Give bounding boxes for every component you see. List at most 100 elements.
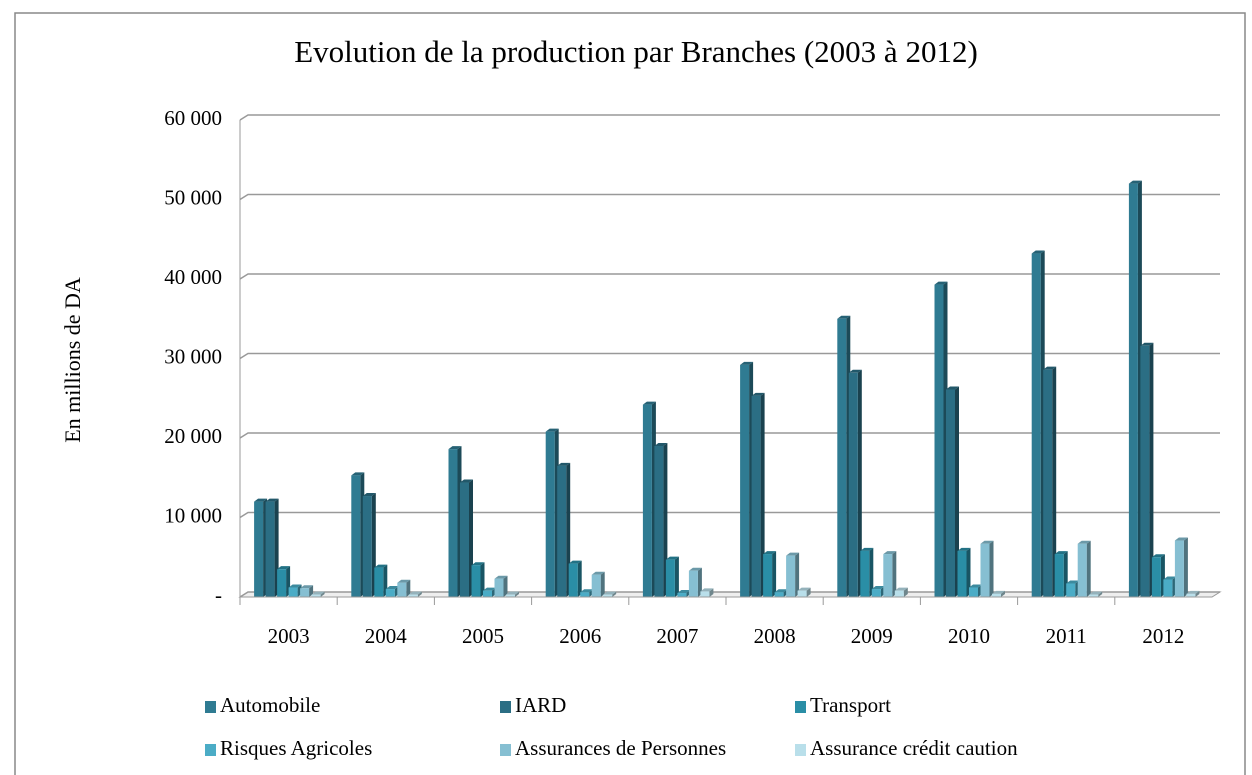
bar-top [774,589,788,593]
y-tick-label: 30 000 [164,344,222,368]
bar [311,594,321,597]
bar-top [1031,250,1045,254]
bar [408,594,418,597]
bar-side [600,571,605,597]
bar-side [903,587,908,597]
bar [603,594,613,597]
bar-top [374,564,388,568]
bar-top [591,571,605,575]
bar-top [797,587,811,591]
bar [980,543,990,597]
bar-top [860,547,874,551]
bar-top [483,587,496,591]
x-tick-label: 2007 [656,624,698,648]
legend-swatch [205,744,216,756]
bar [763,554,773,597]
bar [740,364,750,597]
legend-swatch [500,701,511,713]
legend-label: IARD [515,693,566,717]
bar-top [408,591,422,595]
bar-top [751,392,765,396]
x-tick-label: 2006 [559,624,601,648]
bar [992,593,1001,597]
bar-top [992,590,1005,594]
bar-top [460,479,473,483]
bar-top [957,547,971,551]
bar-side [417,591,422,597]
bar [351,475,361,597]
bar-top [568,560,582,564]
bar-side [309,585,314,597]
bar-side [760,392,765,597]
bar-top [848,369,862,373]
bar [545,431,555,597]
bar [568,563,578,597]
bar-top [665,556,679,560]
bar-top [969,584,982,588]
bar-top [580,589,594,593]
bar [483,590,492,597]
bar [1043,369,1053,597]
bar [580,592,590,597]
bar-side [663,442,668,597]
bar-top [300,585,314,589]
bar [494,578,504,597]
bar [837,318,847,597]
bar [1054,554,1064,597]
bar [506,594,515,597]
x-tick-label: 2012 [1142,624,1184,648]
bar [677,593,687,597]
legend-label: Assurances de Personnes [515,736,726,760]
bar [1174,540,1184,597]
bar-top [471,562,485,566]
bar [1163,579,1173,597]
bar-side [869,547,874,597]
bar [591,574,601,597]
x-tick-label: 2011 [1046,624,1087,648]
x-tick-label: 2004 [365,624,408,648]
bar-top [894,587,908,591]
bar-top [506,591,519,595]
bar-top [557,462,571,466]
bar [471,565,481,597]
bar-side [697,567,702,597]
bar [848,372,858,597]
bar-top [946,386,959,390]
x-tick-label: 2005 [462,624,504,648]
bar [751,395,761,597]
bar [934,284,944,597]
bar-side [503,575,508,597]
bar-top [254,498,268,502]
bar [1089,594,1099,597]
bar-top [311,591,325,595]
bar-side [577,560,582,597]
bar-side [709,588,714,597]
bar [1140,345,1150,597]
bar-side [674,556,679,597]
bar-top [265,498,279,502]
bar-top [1043,366,1057,370]
bar-top [883,551,897,555]
bar-side [612,591,617,597]
grid-line [239,352,1220,360]
bar-top [700,588,714,592]
grid-line [239,511,1220,519]
bar [642,404,652,597]
bar-side [406,579,411,597]
x-tick-label: 2003 [268,624,310,648]
bar-top [1128,180,1142,184]
bar-top [740,361,754,365]
bar-top [1186,590,1200,594]
bar-top [642,401,656,405]
y-tick-label: 10 000 [164,503,222,527]
legend-swatch [795,744,806,756]
legend-swatch [500,744,511,756]
bar-top [1151,554,1165,558]
bar-side [1098,591,1103,597]
grid-line [239,114,1220,121]
bar-top [1089,591,1103,595]
x-tick-label: 2008 [754,624,796,648]
bar [786,555,796,597]
y-axis-label: En millions de DA [60,277,85,443]
